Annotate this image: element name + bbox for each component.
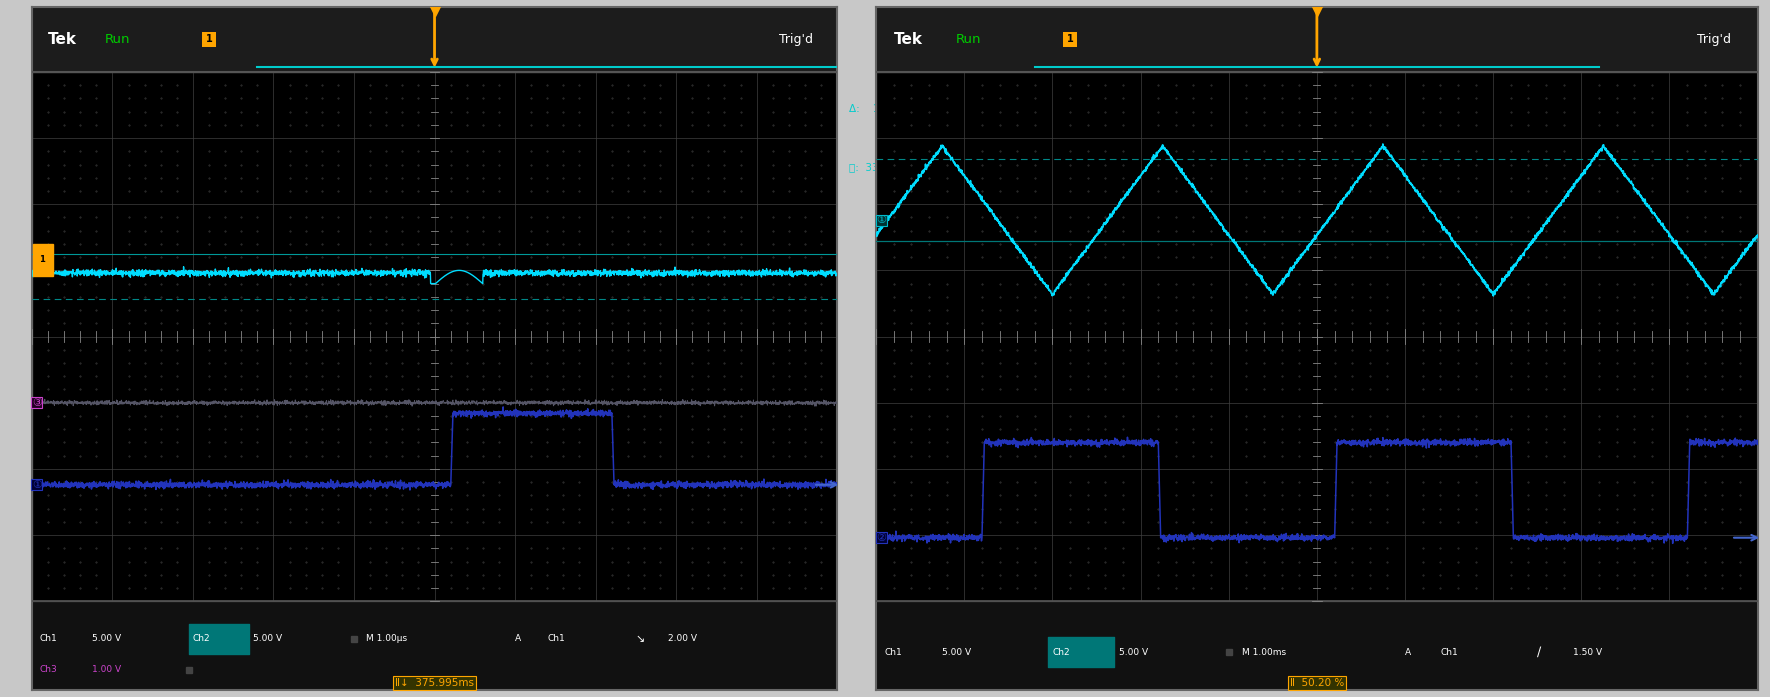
Text: 1: 1 [205,34,212,45]
Text: ↘: ↘ [635,634,646,644]
FancyBboxPatch shape [32,244,53,276]
Text: Ch1: Ch1 [41,634,58,643]
Text: ∕: ∕ [1536,646,1542,659]
Text: A: A [1405,648,1411,657]
Text: Ⅱ  50.20 %: Ⅱ 50.20 % [1290,678,1343,688]
Text: Trig'd: Trig'd [779,33,812,46]
Text: Tek: Tek [48,32,76,47]
Text: M 1.00ms: M 1.00ms [1243,648,1287,657]
Text: 2.00 V: 2.00 V [667,634,697,643]
Text: 5.00 V: 5.00 V [1119,648,1147,657]
Text: Ch1: Ch1 [547,634,565,643]
Text: 5.00 V: 5.00 V [253,634,283,643]
Text: M 1.00μs: M 1.00μs [366,634,407,643]
Text: ①: ① [876,215,887,225]
Text: Run: Run [104,33,129,46]
Text: Ⅱ↓  375.995ms: Ⅱ↓ 375.995ms [395,678,474,688]
Text: Tek: Tek [894,32,922,47]
Text: Ch2: Ch2 [193,634,211,643]
Text: Δ:    1.90 V: Δ: 1.90 V [850,104,906,114]
Text: Run: Run [956,33,981,46]
Text: ①: ① [204,33,214,46]
Text: Trig'd: Trig'd [1697,33,1731,46]
Text: Ch3: Ch3 [41,665,58,674]
Text: A: A [515,634,520,643]
Text: Ch1: Ch1 [1441,648,1458,657]
Text: 1.00 V: 1.00 V [92,665,122,674]
Text: 1: 1 [39,255,46,264]
Text: 1: 1 [1067,34,1073,45]
Text: ③: ③ [32,398,42,408]
Text: 1.50 V: 1.50 V [1572,648,1602,657]
Text: ②: ② [876,533,887,543]
Text: Ch2: Ch2 [1053,648,1071,657]
Text: ①: ① [1064,33,1076,46]
Text: 5.00 V: 5.00 V [942,648,972,657]
Text: ①: ① [32,480,42,490]
Text: 5.00 V: 5.00 V [92,634,122,643]
Text: Ⓤ:  33.5 V: Ⓤ: 33.5 V [850,162,899,172]
Text: Ch1: Ch1 [885,648,903,657]
